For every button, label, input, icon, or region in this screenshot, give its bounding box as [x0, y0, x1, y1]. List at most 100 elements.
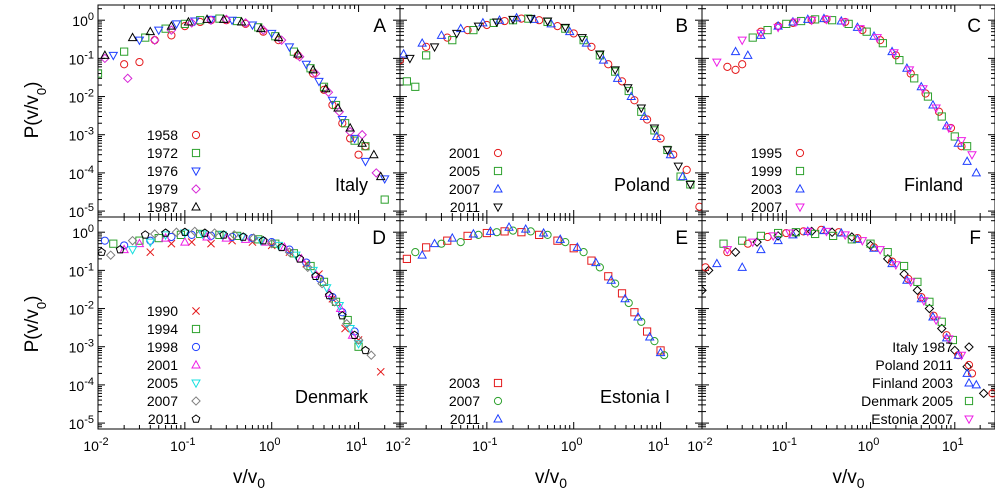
- data-point: [611, 67, 620, 76]
- legend-marker: [493, 413, 503, 423]
- data-point: [946, 123, 956, 133]
- data-point: [520, 223, 531, 233]
- data-point: [535, 16, 544, 25]
- data-point: [899, 261, 909, 271]
- data-point: [604, 60, 613, 69]
- panel-c: C Finland 1995 1999 2003 2007: [701, 4, 995, 218]
- data-point: [122, 73, 133, 84]
- data-point: [836, 227, 847, 237]
- x-tick-label: 100: [561, 436, 583, 454]
- data-point: [937, 317, 946, 326]
- data-point: [918, 85, 928, 94]
- legend-label: 1999: [751, 163, 782, 179]
- data-point: [904, 66, 915, 76]
- data-point: [677, 171, 688, 181]
- data-point: [953, 349, 964, 359]
- series-denmark-2005: [719, 228, 958, 345]
- data-point: [146, 248, 155, 257]
- data-point: [553, 22, 562, 31]
- data-point: [317, 278, 327, 289]
- data-point: [311, 271, 320, 281]
- data-point: [98, 69, 103, 78]
- data-point: [277, 242, 286, 252]
- data-point: [768, 232, 779, 242]
- data-point: [620, 293, 630, 303]
- data-point: [931, 104, 941, 114]
- data-point: [302, 258, 311, 267]
- data-point: [240, 234, 251, 243]
- data-point: [236, 16, 247, 26]
- x-tick-label: 10-2: [385, 436, 410, 454]
- data-point: [366, 350, 377, 361]
- legend-marker: [191, 201, 201, 211]
- legend-label: Poland 2011: [875, 357, 953, 373]
- data-point: [233, 231, 242, 240]
- legend-label: 2003: [751, 181, 782, 197]
- y-tick-label: 10-1: [69, 49, 94, 67]
- data-point: [171, 227, 182, 237]
- legend-label: Denmark 2005: [861, 393, 953, 409]
- panel-b: B Poland 2001 2005 2007 2011: [399, 4, 703, 218]
- y-tick-label: 10-4: [69, 164, 94, 182]
- data-point: [405, 54, 415, 64]
- ylabel-top: P(v/v0): [22, 82, 49, 139]
- data-point: [240, 18, 251, 28]
- legend-label: Estonia 2007: [871, 411, 953, 427]
- panel-letter: E: [675, 228, 688, 249]
- data-points: [400, 12, 702, 211]
- data-point: [612, 73, 623, 82]
- data-point: [802, 226, 813, 235]
- data-point: [722, 246, 733, 255]
- data-point: [160, 232, 171, 242]
- data-point: [105, 250, 116, 260]
- data-point: [209, 228, 220, 238]
- data-point: [350, 330, 359, 339]
- data-point: [161, 228, 170, 237]
- data-point: [337, 116, 348, 125]
- legend-marker: [191, 167, 201, 177]
- data-point: [485, 226, 496, 235]
- x-tick-label: 10-2: [83, 436, 108, 454]
- panel-letter: C: [967, 16, 981, 37]
- data-point: [963, 142, 972, 151]
- data-points: [98, 226, 385, 376]
- data-point: [302, 259, 311, 268]
- data-point: [254, 235, 263, 244]
- legend-marker: [493, 378, 503, 388]
- data-point: [443, 33, 452, 42]
- data-point: [595, 50, 605, 60]
- data-point: [320, 83, 331, 93]
- data-point: [314, 77, 324, 87]
- data-point: [189, 17, 200, 27]
- data-point: [310, 68, 321, 79]
- data-point: [941, 332, 952, 342]
- data-point: [308, 266, 318, 276]
- legend-label: 1972: [147, 145, 178, 161]
- data-point: [474, 230, 483, 239]
- data-point: [931, 316, 941, 326]
- y-tick-label: 10-2: [69, 300, 94, 318]
- data-point: [943, 124, 954, 134]
- data-point: [258, 25, 269, 35]
- legend-marker: [795, 183, 805, 193]
- series-1976: [108, 15, 390, 185]
- data-point: [127, 32, 138, 42]
- data-point: [788, 16, 798, 26]
- data-point: [248, 234, 257, 243]
- y-tick-label: 10-3: [69, 338, 94, 356]
- legend-label: 2011: [450, 199, 480, 215]
- data-point: [978, 388, 989, 399]
- y-tick-label: 10-5: [69, 202, 94, 220]
- data-point: [149, 35, 160, 45]
- data-point: [145, 238, 156, 248]
- legend: 1990 1994 1998 2001 2005 2007 2011: [147, 303, 201, 427]
- data-point: [624, 86, 633, 96]
- legend-marker: [964, 415, 974, 425]
- data-point: [773, 231, 783, 241]
- legend-label: 2011: [148, 411, 178, 427]
- data-point: [711, 258, 722, 268]
- data-point: [108, 51, 119, 61]
- data-point: [956, 351, 967, 361]
- country-label: Italy: [335, 175, 368, 195]
- data-point: [887, 46, 897, 56]
